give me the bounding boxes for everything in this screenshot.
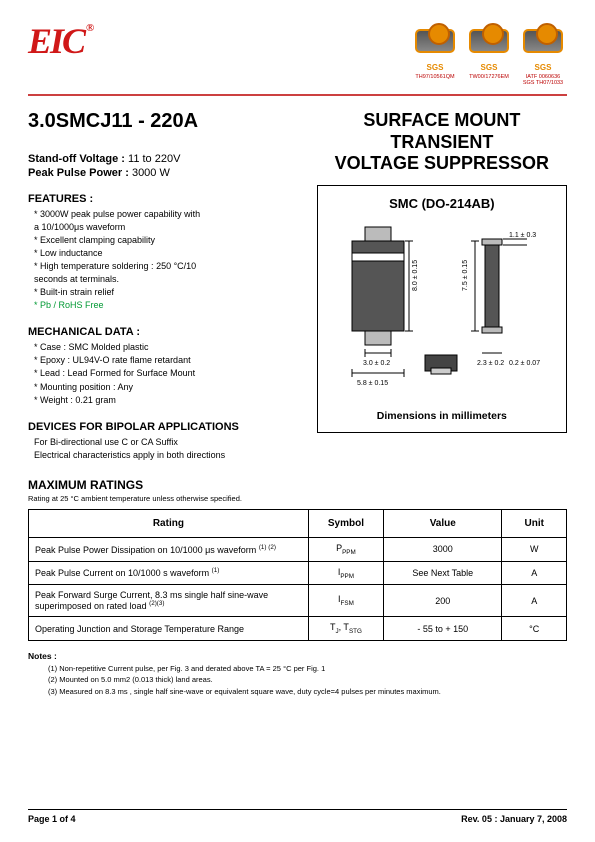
cert-badge-3: SGS IATF 0060636 SGS TH07/1033: [519, 20, 567, 87]
product-title: SURFACE MOUNT TRANSIENTVOLTAGE SUPPRESSO…: [317, 110, 567, 175]
logo: EIC®: [28, 20, 90, 62]
th-rating: Rating: [29, 509, 309, 537]
table-row: Peak Pulse Power Dissipation on 10/1000 …: [29, 537, 567, 561]
svg-text:1.1 ± 0.3: 1.1 ± 0.3: [509, 232, 536, 239]
page-number: Page 1 of 4: [28, 814, 76, 824]
bipolar-item: Electrical characteristics apply in both…: [34, 449, 305, 462]
note-item: (3) Measured on 8.3 ms , single half sin…: [48, 686, 567, 697]
sgs-label: SGS: [478, 62, 501, 74]
header: EIC® SGS TH97/10561QM SGS TW00/17276EM S…: [28, 20, 567, 90]
features-heading: FEATURES :: [28, 193, 305, 205]
notes-list: (1) Non-repetitive Current pulse, per Fi…: [28, 663, 567, 697]
svg-text:7.5 ± 0.15: 7.5 ± 0.15: [462, 260, 469, 291]
mech-item: * Epoxy : UL94V-O rate flame retardant: [34, 354, 305, 367]
standoff-voltage: Stand-off Voltage : 11 to 220V: [28, 153, 305, 165]
cert-code: TH97/10561QM: [415, 74, 454, 80]
note-item: (1) Non-repetitive Current pulse, per Fi…: [48, 663, 567, 674]
th-unit: Unit: [502, 509, 567, 537]
max-ratings-heading: MAXIMUM RATINGS: [28, 478, 567, 492]
feature-item: * High temperature soldering : 250 °C/10: [34, 260, 305, 273]
table-row: Peak Forward Surge Current, 8.3 ms singl…: [29, 585, 567, 617]
th-symbol: Symbol: [308, 509, 383, 537]
package-outline-svg: 8.0 ± 0.15 3.0 ± 0.2 5.8 ± 0.15: [327, 223, 557, 393]
sgs-label: SGS: [424, 62, 447, 74]
dimensions-caption: Dimensions in millimeters: [326, 410, 558, 422]
feature-item: * 3000W peak pulse power capability with: [34, 208, 305, 221]
mech-item: * Weight : 0.21 gram: [34, 394, 305, 407]
mech-item: * Case : SMC Molded plastic: [34, 341, 305, 354]
feature-item: a 10/1000μs waveform: [34, 221, 305, 234]
ratings-table: Rating Symbol Value Unit Peak Pulse Powe…: [28, 509, 567, 641]
svg-text:2.3 ± 0.2: 2.3 ± 0.2: [477, 360, 504, 367]
page-footer: Page 1 of 4 Rev. 05 : January 7, 2008: [28, 809, 567, 824]
part-number-title: 3.0SMCJ11 - 220A: [28, 110, 305, 133]
certification-badges: SGS TH97/10561QM SGS TW00/17276EM SGS IA…: [411, 20, 567, 87]
sgs-label: SGS: [532, 62, 555, 74]
svg-text:0.2 ± 0.07: 0.2 ± 0.07: [509, 360, 540, 367]
svg-text:5.8 ± 0.15: 5.8 ± 0.15: [357, 380, 388, 387]
bipolar-item: For Bi-directional use C or CA Suffix: [34, 436, 305, 449]
cert-code: SGS TH07/1033: [523, 80, 563, 86]
cert-badge-1: SGS TH97/10561QM: [411, 20, 459, 87]
table-header-row: Rating Symbol Value Unit: [29, 509, 567, 537]
cert-code: TW00/17276EM: [469, 74, 509, 80]
notes-heading: Notes :: [28, 651, 567, 661]
package-name: SMC (DO-214AB): [326, 196, 558, 211]
feature-item: * Low inductance: [34, 247, 305, 260]
peak-pulse-power: Peak Pulse Power : 3000 W: [28, 167, 305, 179]
revision-date: Rev. 05 : January 7, 2008: [461, 814, 567, 824]
th-value: Value: [384, 509, 502, 537]
mech-item: * Mounting position : Any: [34, 381, 305, 394]
feature-item: * Built-in strain relief: [34, 286, 305, 299]
table-row: Operating Junction and Storage Temperatu…: [29, 617, 567, 641]
svg-text:8.0 ± 0.15: 8.0 ± 0.15: [412, 260, 419, 291]
note-item: (2) Mounted on 5.0 mm2 (0.013 thick) lan…: [48, 674, 567, 685]
rohs-line: * Pb / RoHS Free: [34, 299, 305, 312]
table-row: Peak Pulse Current on 10/1000 s waveform…: [29, 561, 567, 585]
mech-item: * Lead : Lead Formed for Surface Mount: [34, 367, 305, 380]
bipolar-heading: DEVICES FOR BIPOLAR APPLICATIONS: [28, 421, 305, 433]
features-list: * 3000W peak pulse power capability with…: [28, 208, 305, 312]
feature-item: seconds at terminals.: [34, 273, 305, 286]
mechanical-list: * Case : SMC Molded plastic * Epoxy : UL…: [28, 341, 305, 406]
svg-text:3.0 ± 0.2: 3.0 ± 0.2: [363, 360, 390, 367]
mechanical-heading: MECHANICAL DATA :: [28, 326, 305, 338]
package-diagram-box: SMC (DO-214AB) 8.0 ± 0.15 3.0 ± 0.2: [317, 185, 567, 433]
bipolar-list: For Bi-directional use C or CA Suffix El…: [28, 436, 305, 462]
max-ratings-subtext: Rating at 25 °C ambient temperature unle…: [28, 494, 567, 503]
cert-badge-2: SGS TW00/17276EM: [465, 20, 513, 87]
feature-item: * Excellent clamping capability: [34, 234, 305, 247]
header-rule: [28, 94, 567, 96]
cert-code: IATF 0060636: [526, 74, 560, 80]
